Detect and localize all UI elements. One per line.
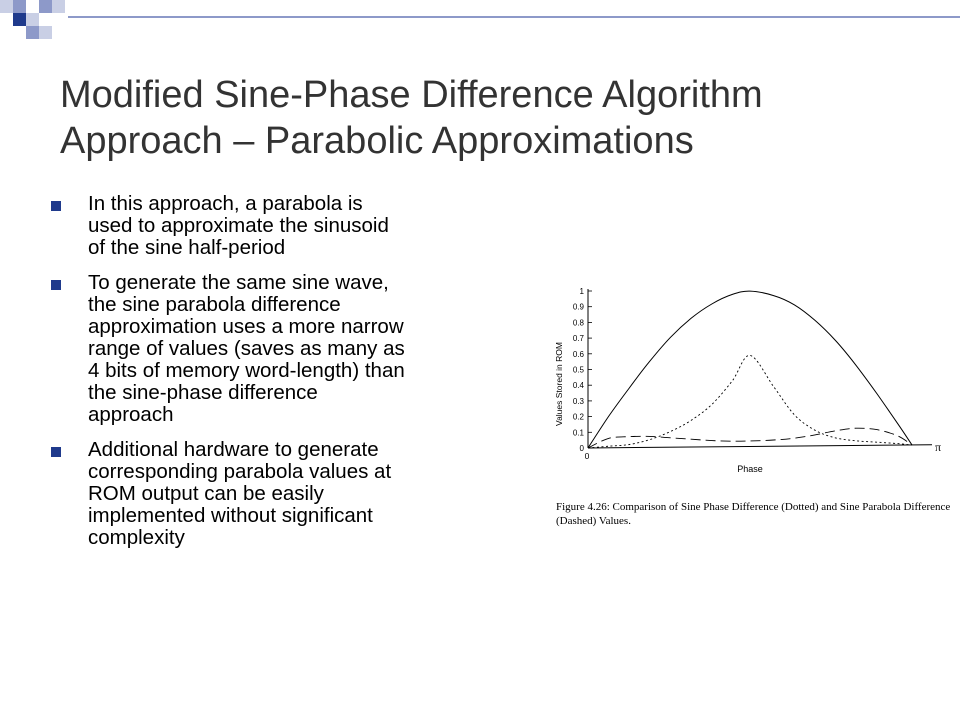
bullet-line: complexity: [88, 526, 185, 549]
bullet-line: Additional hardware to generate: [88, 438, 379, 461]
bullet-square-icon: [51, 280, 61, 290]
bullet-line: implemented without significant: [88, 504, 373, 527]
sine-phase-difference-series: [587, 354, 913, 449]
bullet-line: 4 bits of memory word-length) than: [88, 359, 405, 382]
bullet-list: In this approach, a parabola is used to …: [48, 193, 518, 562]
bullet-line: the sine parabola difference: [88, 293, 341, 316]
figure-caption: Figure 4.26: Comparison of Sine Phase Di…: [556, 500, 956, 528]
y-tick-label: 0.1: [573, 428, 585, 437]
bullet-square-icon: [51, 447, 61, 457]
y-tick-label: 1: [580, 287, 585, 296]
bullet-line: the sine-phase difference: [88, 381, 318, 404]
y-axis-label: Values Stored in ROM: [554, 342, 564, 426]
sine-parabola-difference-series: [587, 427, 913, 449]
bullet-line: In this approach, a parabola is: [88, 192, 363, 215]
bullet-item: To generate the same sine wave, the sine…: [48, 272, 518, 426]
y-tick-label: 0.7: [573, 334, 585, 343]
x-axis-line: [587, 444, 933, 449]
caption-line: (Dashed) Values.: [556, 515, 631, 527]
header-rule: [68, 16, 960, 18]
y-tick-label: 0.4: [573, 381, 585, 390]
slide-title: Modified Sine-Phase Difference Algorithm…: [60, 72, 940, 164]
title-line-2: Approach – Parabolic Approximations: [60, 120, 694, 162]
bullet-line: range of values (saves as many as: [88, 337, 405, 360]
bullet-item: Additional hardware to generate correspo…: [48, 439, 518, 549]
y-tick-label: 0.8: [573, 318, 585, 327]
y-tick-label: 0: [580, 444, 585, 453]
y-tick-label: 0.5: [573, 366, 585, 375]
bullet-line: approximation uses a more narrow: [88, 315, 404, 338]
bullet-line: ROM output can be easily: [88, 482, 324, 505]
caption-line: Figure 4.26: Comparison of Sine Phase Di…: [556, 501, 951, 513]
bullet-line: of the sine half-period: [88, 236, 286, 259]
x-axis-label: Phase: [737, 464, 763, 474]
y-tick-label: 0.9: [573, 303, 585, 312]
x-tick-label: 0: [585, 451, 590, 461]
y-tick-label: 0.6: [573, 350, 585, 359]
bullet-line: corresponding parabola values at: [88, 460, 392, 483]
y-tick-label: 0.2: [573, 413, 585, 422]
bullet-item: In this approach, a parabola is used to …: [48, 193, 518, 259]
x-tick-label: π: [935, 440, 941, 454]
bullet-line: approach: [88, 403, 174, 426]
bullet-square-icon: [51, 201, 61, 211]
sine-curve-series: [587, 290, 913, 449]
bullet-line: To generate the same sine wave,: [88, 271, 389, 294]
corner-decoration: [0, 0, 65, 39]
title-line-1: Modified Sine-Phase Difference Algorithm: [60, 74, 763, 116]
y-tick-label: 0.3: [573, 397, 585, 406]
rom-values-chart: Values Stored in ROM Phase 0 0.1 0.2 0.3 0.4…: [554, 287, 941, 474]
bullet-line: used to approximate the sinusoid: [88, 214, 389, 237]
